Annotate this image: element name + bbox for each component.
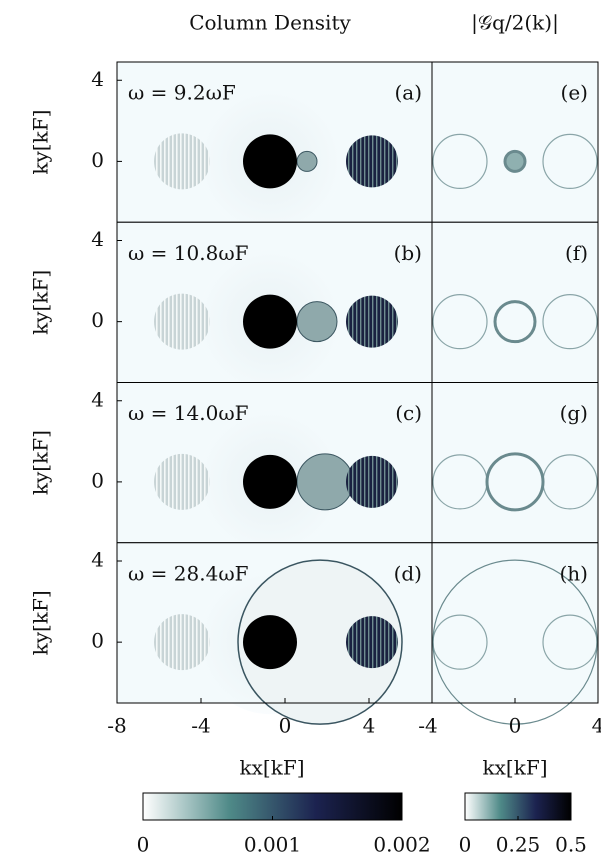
x-axis-label: kx[kF] [240,756,305,780]
colorbar [464,792,572,821]
ring [503,149,527,173]
blob [243,454,297,509]
y-axis-label: ky[kF] [29,430,53,495]
colorbar-tick-label: 0.5 [555,833,587,857]
colorbar-tick-label: 0.001 [244,833,301,857]
row-label: ω = 9.2ωF [128,81,236,105]
colorbar-tick-label: 0.25 [496,833,541,857]
x-tick-label: -4 [191,714,210,738]
ring [432,294,488,350]
blob [296,150,318,172]
x-tick-label: 4 [592,714,601,738]
row-label: ω = 14.0ωF [128,401,249,425]
blob [243,615,297,670]
y-tick-label: 0 [91,468,104,492]
panel-tag: (c) [395,401,422,425]
blob [154,293,210,350]
y-tick-label: 4 [91,548,104,572]
ring [542,294,598,350]
x-tick-label: 0 [279,714,292,738]
y-axis-label: ky[kF] [29,270,53,335]
panel-tag: (d) [394,561,422,585]
colorbar-tick-label: 0 [137,833,150,857]
y-axis-label: ky[kF] [29,110,53,175]
colorbar-tick-label: 0.002 [373,833,430,857]
shell [237,559,403,725]
y-tick-label: 0 [91,148,104,172]
panel-tag: (f) [565,241,588,265]
x-tick-label: 4 [363,714,376,738]
blob [346,295,398,348]
colorbar-tick-label: 0 [459,833,472,857]
blob [243,134,297,189]
colorbar [142,792,403,821]
panel-tag: (h) [560,561,589,585]
blob [346,616,398,669]
y-tick-label: 4 [91,227,104,251]
ring [493,300,537,344]
x-tick-label: 0 [509,714,522,738]
ring [432,559,598,725]
y-axis-label: ky[kF] [29,590,53,655]
panel-tag: (a) [394,81,422,105]
blob [346,135,398,188]
blob [243,294,297,349]
row-label: ω = 10.8ωF [128,241,249,265]
blob [154,614,210,671]
panel-tag: (e) [561,81,588,105]
blob [296,453,354,511]
ring [542,133,598,189]
column-title: Column Density [189,11,351,35]
x-tick-label: -8 [107,714,126,738]
blob [154,133,210,190]
y-tick-label: 0 [91,629,104,653]
ring [485,452,545,512]
ring [432,133,488,189]
y-tick-label: 4 [91,67,104,91]
panel-tag: (b) [394,241,422,265]
y-tick-label: 4 [91,387,104,411]
y-tick-label: 0 [91,308,104,332]
blob [154,453,210,510]
x-axis-label: kx[kF] [483,756,548,780]
row-label: ω = 28.4ωF [128,561,249,585]
x-tick-label: -4 [418,714,437,738]
blob [296,301,338,343]
panel-tag: (g) [560,401,588,425]
blob [346,455,398,508]
column-title: |𝒢q/2(k)| [471,11,559,36]
